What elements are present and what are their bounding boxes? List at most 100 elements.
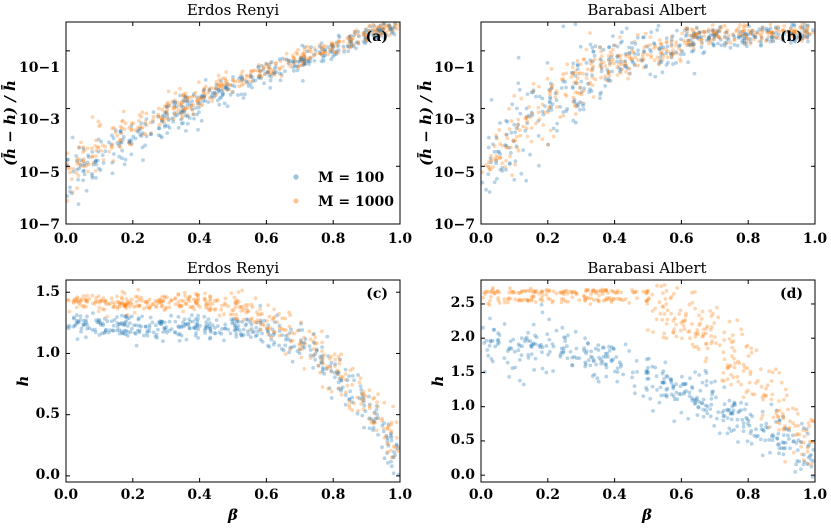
scatter-point-m1000 (336, 386, 341, 391)
scatter-point-m100 (526, 338, 530, 343)
scatter-point-m100 (336, 380, 341, 385)
scatter-point-m1000 (268, 325, 272, 330)
scatter-point-m100 (361, 33, 366, 37)
scatter-point-m100 (315, 349, 319, 353)
legend-label-m100: M = 100 (318, 170, 384, 186)
scatter-point-m100 (219, 95, 224, 100)
scatter-point-m1000 (159, 304, 164, 309)
scatter-point-m100 (484, 338, 489, 343)
scatter-point-m100 (133, 136, 138, 141)
scatter-point-m100 (105, 319, 110, 324)
scatter-point-m100 (90, 171, 94, 176)
scatter-point-m1000 (687, 329, 692, 334)
scatter-point-m1000 (693, 331, 698, 336)
scatter-point-m100 (385, 438, 390, 443)
scatter-point-m1000 (735, 28, 739, 32)
scatter-point-m1000 (389, 428, 393, 433)
scatter-point-m100 (683, 382, 688, 387)
scatter-point-m100 (129, 138, 134, 142)
scatter-point-m1000 (81, 305, 86, 309)
scatter-point-m1000 (660, 57, 665, 62)
scatter-point-m1000 (716, 35, 721, 40)
scatter-point-m1000 (510, 173, 515, 178)
scatter-point-m1000 (623, 61, 628, 66)
scatter-point-m1000 (582, 294, 586, 299)
scatter-point-m1000 (303, 56, 308, 60)
scatter-point-m1000 (118, 137, 123, 142)
scatter-point-m1000 (202, 87, 207, 92)
scatter-point-m1000 (780, 28, 785, 33)
scatter-point-m100 (764, 425, 768, 429)
scatter-point-m1000 (541, 123, 546, 127)
scatter-point-m1000 (574, 104, 578, 109)
scatter-point-m100 (760, 409, 765, 414)
scatter-point-m1000 (711, 37, 716, 42)
scatter-point-m1000 (714, 30, 719, 35)
scatter-point-m1000 (133, 294, 138, 299)
scatter-point-m1000 (540, 299, 545, 303)
scatter-point-m1000 (301, 51, 305, 56)
scatter-point-m100 (724, 40, 729, 45)
scatter-point-m100 (180, 108, 185, 113)
scatter-point-m1000 (752, 37, 756, 42)
scatter-point-m1000 (297, 63, 302, 68)
scatter-point-m100 (713, 34, 717, 38)
scatter-point-m100 (630, 375, 634, 380)
scatter-point-m100 (326, 354, 330, 358)
scatter-point-m1000 (661, 291, 665, 296)
scatter-point-m100 (157, 321, 162, 326)
scatter-point-m1000 (75, 158, 79, 163)
scatter-point-m100 (81, 318, 86, 323)
scatter-point-m1000 (748, 369, 753, 374)
scatter-point-m100 (133, 332, 138, 336)
scatter-point-m1000 (517, 128, 522, 133)
scatter-point-m1000 (547, 105, 552, 110)
scatter-point-m1000 (769, 30, 774, 35)
scatter-point-m1000 (238, 79, 243, 84)
scatter-point-m100 (741, 421, 746, 426)
scatter-point-m1000 (375, 400, 379, 405)
scatter-point-m1000 (326, 52, 331, 57)
scatter-point-m100 (706, 29, 711, 34)
scatter-point-m100 (502, 322, 507, 326)
scatter-point-m1000 (706, 35, 711, 40)
scatter-point-m100 (349, 39, 354, 44)
scatter-point-m100 (536, 119, 541, 123)
scatter-point-m1000 (97, 124, 101, 129)
scatter-point-m1000 (690, 342, 695, 347)
scatter-point-m100 (382, 32, 387, 36)
scatter-point-m100 (212, 94, 217, 99)
scatter-point-m100 (361, 396, 366, 400)
scatter-point-m100 (629, 41, 634, 45)
scatter-point-m1000 (311, 339, 316, 344)
scatter-point-m1000 (389, 430, 394, 435)
scatter-point-m1000 (531, 294, 536, 299)
scatter-point-m1000 (195, 301, 200, 306)
scatter-point-m1000 (683, 314, 688, 318)
scatter-point-m100 (664, 393, 669, 397)
scatter-point-m100 (312, 52, 316, 57)
scatter-point-m1000 (705, 324, 710, 329)
scatter-point-m1000 (764, 38, 769, 43)
scatter-point-m100 (494, 161, 498, 166)
scatter-point-m1000 (488, 290, 493, 294)
scatter-point-m1000 (628, 56, 632, 61)
scatter-point-m100 (190, 107, 195, 112)
scatter-point-m100 (726, 408, 730, 413)
scatter-point-m1000 (281, 328, 286, 332)
scatter-point-m1000 (95, 299, 100, 304)
scatter-point-m100 (740, 34, 745, 38)
scatter-point-m100 (334, 52, 339, 56)
scatter-point-m1000 (127, 125, 131, 130)
y-tick-label: 1.5 (36, 284, 60, 300)
scatter-point-m100 (163, 328, 168, 332)
scatter-point-m1000 (797, 33, 802, 37)
scatter-point-m100 (744, 33, 749, 38)
scatter-point-m1000 (526, 298, 530, 302)
scatter-point-m1000 (305, 57, 310, 62)
scatter-point-m100 (173, 101, 177, 105)
scatter-point-m100 (627, 50, 632, 55)
scatter-point-m1000 (302, 52, 307, 57)
scatter-point-m100 (265, 329, 270, 334)
scatter-point-m100 (717, 29, 722, 34)
